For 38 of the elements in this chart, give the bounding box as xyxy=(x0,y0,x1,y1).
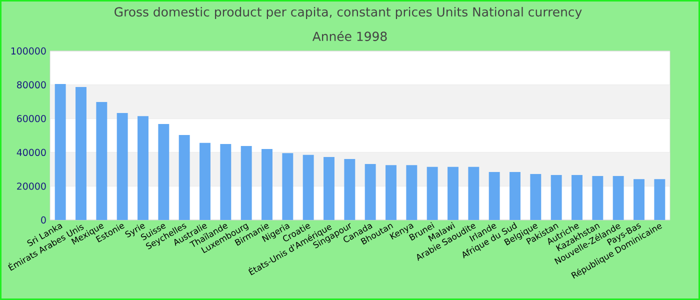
bar xyxy=(634,179,644,220)
bar xyxy=(54,84,66,220)
bar xyxy=(324,156,334,220)
bar xyxy=(344,158,356,220)
bar xyxy=(406,165,418,220)
bar xyxy=(510,172,520,220)
bar xyxy=(426,166,438,220)
bar xyxy=(282,153,294,220)
bar xyxy=(138,116,148,220)
chart-subtitle: Année 1998 xyxy=(312,30,387,42)
bar xyxy=(530,174,542,220)
bar xyxy=(364,164,376,220)
bar xyxy=(448,166,458,220)
y-tick-label: 20000 xyxy=(17,182,46,190)
bar xyxy=(468,166,480,220)
y-tick-label: 80000 xyxy=(17,81,46,88)
bar xyxy=(76,86,86,220)
bar xyxy=(550,175,562,220)
bar xyxy=(158,124,170,220)
y-tick-label: 0 xyxy=(41,216,46,224)
bar xyxy=(178,134,190,220)
y-tick-label: 60000 xyxy=(17,115,46,122)
bar xyxy=(488,172,500,220)
chart-title: Gross domestic product per capita, constant prices Units National currency xyxy=(114,6,582,20)
bar xyxy=(386,165,396,220)
bar xyxy=(200,142,210,220)
y-tick-label: 100000 xyxy=(11,47,46,55)
bar xyxy=(612,176,624,220)
bar xyxy=(96,102,108,220)
bar xyxy=(220,144,232,220)
bar xyxy=(302,154,314,220)
bar xyxy=(654,179,666,220)
bar xyxy=(592,176,604,220)
bar xyxy=(240,146,252,220)
bar xyxy=(262,149,272,220)
bar xyxy=(116,113,128,220)
y-tick-label: 40000 xyxy=(16,148,46,156)
bar xyxy=(572,175,582,220)
